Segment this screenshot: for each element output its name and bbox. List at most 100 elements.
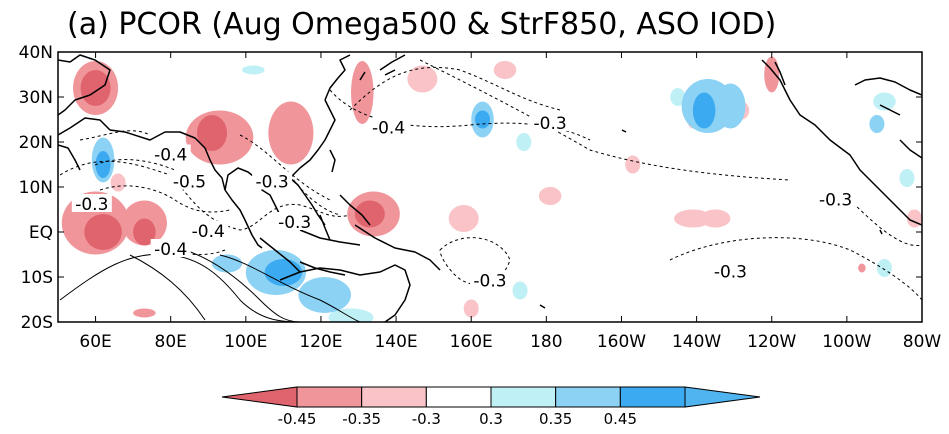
negative-correlation-patch [764, 56, 780, 93]
colorbar-box [555, 386, 621, 408]
x-tick-label: 180 [530, 332, 562, 352]
x-tick-label: 100W [822, 332, 871, 352]
contour-label: -0.5 [173, 173, 206, 193]
negative-correlation-patch [351, 61, 374, 124]
colorbar-label: -0.35 [342, 410, 381, 428]
contour-label-bg [274, 212, 315, 230]
y-axis: 40N 30N 20N 10N EQ 10S 20S [19, 43, 922, 333]
negative-correlation-patch [674, 209, 712, 228]
negative-correlation-patch [858, 263, 866, 273]
positive-contour [59, 253, 301, 322]
negative-contour [669, 237, 922, 301]
positive-correlation-patch [873, 92, 896, 111]
contour-label-bg [530, 113, 571, 131]
y-tick-label: 10N [19, 178, 53, 198]
positive-correlation-patch [692, 92, 716, 129]
colorbar-label: 0.45 [604, 410, 637, 428]
y-tick-label: 40N [19, 43, 53, 63]
contour-label-bg [150, 239, 191, 257]
contour-label: -0.3 [714, 263, 747, 283]
negative-contour [289, 174, 341, 216]
negative-contour [79, 130, 151, 141]
negative-contour [94, 159, 176, 171]
contour-label: -0.4 [154, 240, 187, 260]
colorbar-upper-triangle [684, 386, 761, 408]
contour-label-bg [252, 171, 293, 190]
negative-correlation-patch [700, 209, 731, 228]
positive-correlation-patch [298, 277, 352, 313]
y-tick-label: 30N [19, 88, 53, 108]
positive-correlation-patch [212, 254, 243, 273]
negative-correlation-patch [110, 173, 126, 192]
x-tick-label: 140W [672, 332, 721, 352]
contour-label: -0.4 [154, 146, 187, 166]
x-tick-label: 160W [597, 332, 646, 352]
positive-contour [129, 254, 206, 321]
positive-correlation-patch [512, 281, 528, 300]
correlation-shading [61, 56, 922, 322]
contour-label: -0.3 [819, 191, 852, 211]
chart-title: (a) PCOR (Aug Omega500 & StrF850, ASO IO… [67, 7, 776, 42]
x-tick-label: 100E [224, 332, 267, 352]
positive-correlation-patch [516, 133, 532, 151]
contour-label-bg [188, 221, 229, 239]
x-tick-label: 140E [374, 332, 417, 352]
negative-correlation-patch [354, 200, 385, 228]
contour-label: -0.3 [75, 195, 108, 215]
negative-correlation-patch [538, 187, 562, 205]
y-tick-label: 20N [19, 133, 53, 153]
x-tick-label: 120E [299, 332, 342, 352]
colorbar-label: 0.35 [539, 410, 572, 428]
contour-label-bg [71, 194, 112, 212]
negative-correlation-patch [196, 115, 228, 151]
positive-correlation-patch [474, 110, 491, 129]
contour-label: -0.3 [473, 272, 506, 292]
contour-label-bg [169, 171, 210, 190]
negative-correlation-patch [448, 205, 479, 232]
x-tick-label: 120W [747, 332, 796, 352]
contour-label-bg [150, 144, 191, 163]
x-axis: 60E 80E 100E 120E 140E 160E 180 160W 140W 120W 100… [79, 52, 941, 352]
negative-contour [239, 134, 331, 201]
negative-correlation-patch [493, 61, 517, 79]
contour-label: -0.4 [372, 119, 405, 139]
y-tick-label: EQ [29, 223, 53, 243]
negative-correlation-patch [268, 101, 314, 165]
y-tick-label: 10S [21, 268, 53, 288]
x-tick-label: 80E [155, 332, 187, 352]
contour-label-bg [815, 189, 856, 208]
positive-correlation-patch [715, 83, 746, 129]
colorbar-box [425, 386, 492, 408]
colorbar-label: -0.45 [278, 410, 317, 428]
contour-label: -0.3 [278, 213, 311, 233]
negative-correlation-patch [463, 299, 479, 318]
contour-label: -0.3 [256, 173, 289, 193]
x-tick-label: 60E [79, 332, 111, 352]
colorbar-box [619, 386, 686, 408]
negative-correlation-patch [133, 218, 156, 246]
positive-correlation-patch [876, 259, 892, 277]
colorbar-box [296, 386, 363, 408]
positive-correlation-patch [264, 259, 303, 286]
positive-correlation-patch [670, 88, 686, 106]
negative-correlation-patch [84, 214, 122, 250]
colorbar-lower-triangle [221, 386, 298, 408]
contour-labels: -0.4-0.5 -0.3-0.3-0.4 -0.3-0.4-0.4 -0.3-0.3… [71, 113, 856, 292]
x-tick-label: 80W [903, 332, 942, 352]
negative-correlation-patch [625, 155, 641, 174]
coastlines [58, 54, 922, 322]
contour-label-bg [368, 117, 409, 136]
positive-correlation-patch [95, 151, 111, 178]
colorbar-box [490, 386, 557, 408]
x-tick-label: 160E [450, 332, 493, 352]
contour-label-bg [470, 270, 510, 289]
positive-correlation-patch [242, 65, 265, 75]
positive-contour [219, 254, 361, 322]
colorbar-label: 0.3 [479, 410, 503, 428]
colorbar-box [361, 386, 427, 408]
negative-contour [419, 59, 791, 181]
negative-contour [99, 185, 231, 213]
positive-correlation-patch [328, 308, 374, 322]
negative-correlation-patch [80, 70, 111, 106]
